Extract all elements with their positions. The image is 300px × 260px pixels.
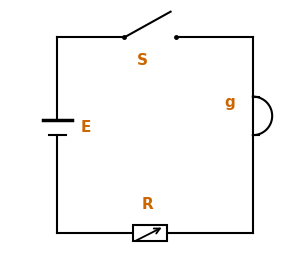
Text: S: S [137, 53, 148, 68]
Text: g: g [224, 95, 235, 110]
Bar [133, 225, 167, 240]
Text: E: E [80, 120, 91, 135]
Text: R: R [142, 197, 153, 212]
